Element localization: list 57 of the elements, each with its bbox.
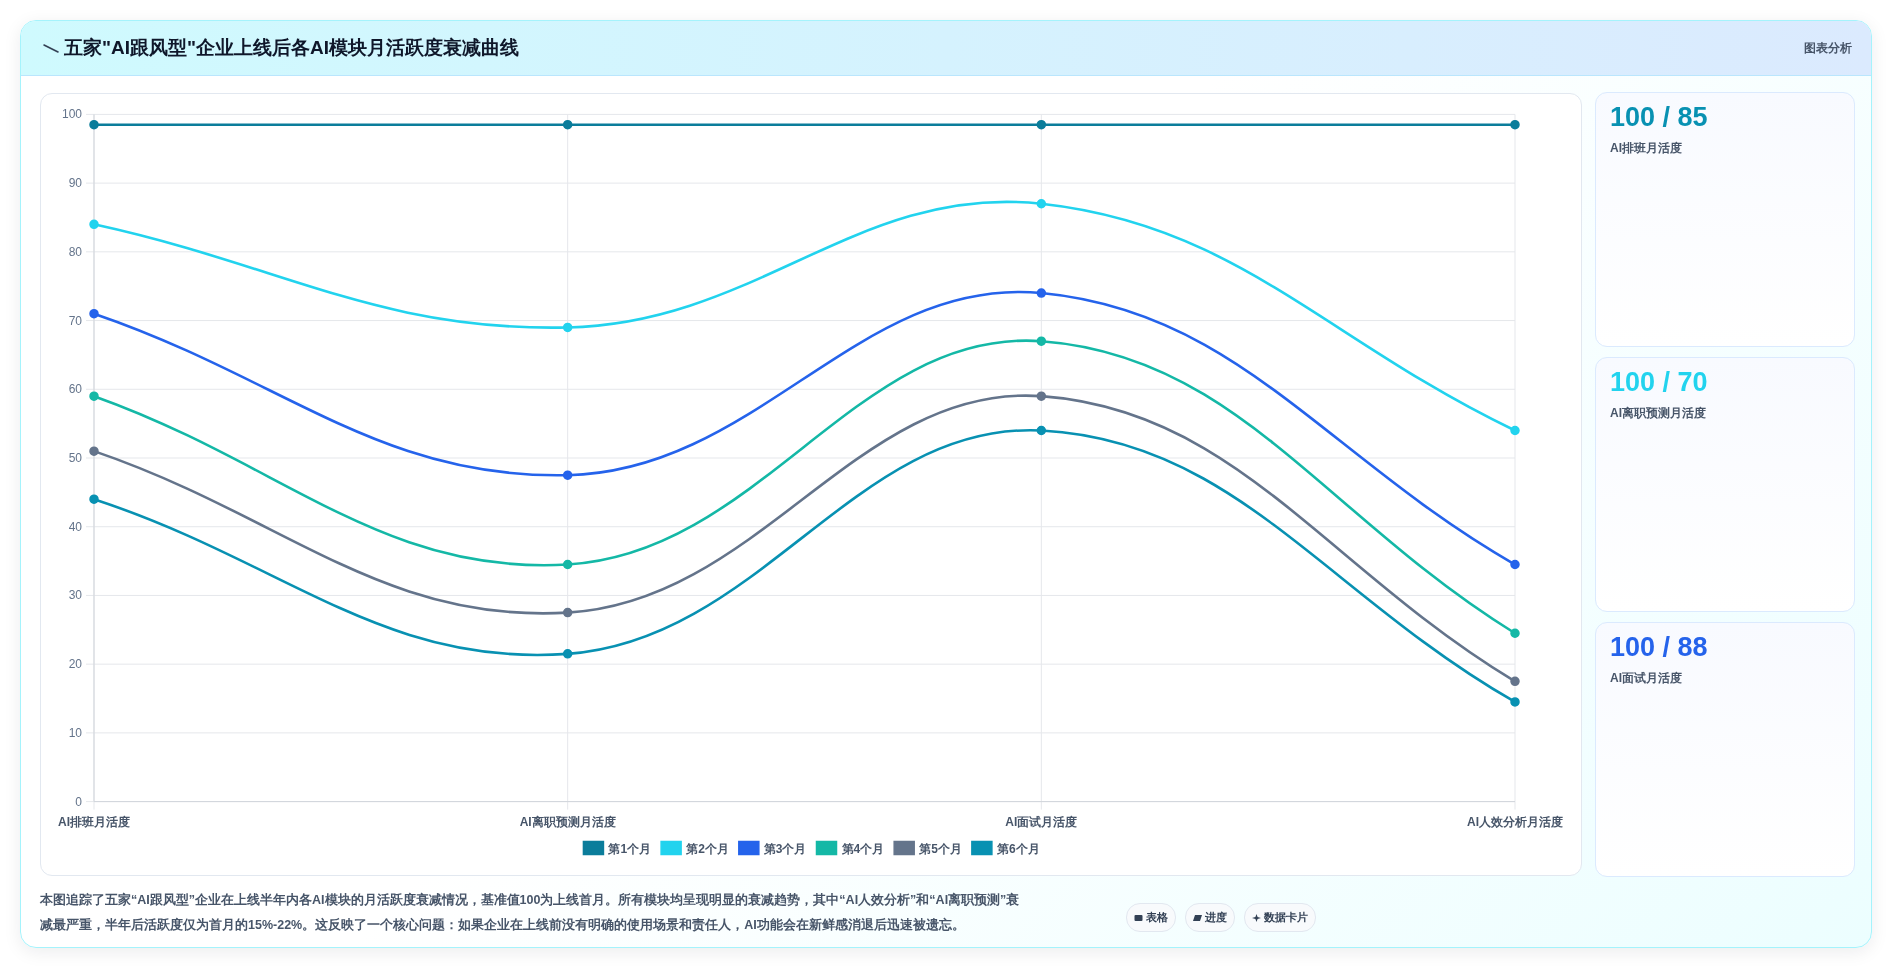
point	[562, 607, 573, 618]
legend-label: 第2个月	[685, 841, 729, 856]
point	[1036, 288, 1047, 298]
point	[1036, 391, 1047, 401]
text: 本图追踪了五家“AI跟风型”企业在上线半年内各AI模块的月活跃度衰减情况，基准值100为上线首月。所有模块均呈现明显的衰减趋势，其中“AI人效分析”和“AI离职预测”衰减最严重，半年后活跃度仅为首月的15%-22%。这反映了一个核心问题：如果企业在上线前没有明确的使用场景和责任人，AI功能会在新鲜感消退后迅速被遗忘。	[40, 891, 1021, 934]
text: 100 / 70	[1610, 367, 1708, 398]
point	[1510, 628, 1520, 638]
y-tick-label: 90	[68, 176, 83, 191]
x-tick-label: AI人效分析月活度	[1467, 814, 1563, 829]
point	[89, 446, 99, 456]
point	[562, 322, 573, 333]
text: 100 / 85	[1610, 102, 1708, 133]
point	[1036, 119, 1047, 130]
y-tick-label: 40	[68, 519, 83, 534]
y-tick-label: 20	[68, 657, 83, 672]
point	[562, 559, 573, 570]
x-tick-label: AI排班月活度	[58, 814, 130, 829]
point	[1510, 676, 1520, 687]
text: 100 / 88	[1610, 632, 1708, 663]
x-tick-label: AI离职预测月活度	[519, 814, 616, 829]
point	[89, 219, 99, 230]
y-tick-label: 0	[75, 794, 83, 809]
point	[89, 119, 99, 130]
y-tick-label: 70	[68, 313, 83, 328]
y-tick-label: 60	[68, 382, 83, 397]
point	[1036, 336, 1047, 346]
text: AI面试月活度	[1610, 670, 1682, 687]
x-tick-label: AI面试月活度	[1005, 814, 1078, 829]
point	[1036, 425, 1047, 436]
y-tick-label: 30	[68, 588, 83, 603]
chart-title: 五家"AI跟风型"企业上线后各AI模块月活跃度衰减曲线	[64, 36, 520, 60]
point	[562, 470, 573, 480]
legend-label: 第6个月	[995, 841, 1040, 856]
y-tick-label: 100	[61, 107, 83, 122]
text: 图表分析	[1804, 40, 1852, 57]
legend-label: 第3个月	[762, 841, 807, 856]
text: 数据卡片	[1264, 910, 1308, 925]
point	[89, 494, 99, 504]
point	[89, 308, 99, 319]
y-tick-label: 50	[68, 451, 83, 465]
text: AI离职预测月活度	[1610, 405, 1706, 422]
text: AI排班月活度	[1610, 140, 1682, 157]
point	[1510, 697, 1520, 707]
legend-label: 第5个月	[918, 841, 962, 856]
y-tick-label: 10	[68, 725, 83, 740]
point	[1510, 425, 1520, 436]
point	[562, 119, 573, 130]
y-tick-label: 80	[68, 244, 83, 259]
point	[1510, 559, 1520, 570]
point	[1510, 119, 1520, 130]
point	[562, 649, 573, 659]
text: 表格	[1146, 910, 1168, 925]
legend-label: 第1个月	[607, 841, 652, 856]
point	[1036, 198, 1047, 209]
text: 进度	[1205, 910, 1227, 925]
point	[89, 391, 99, 401]
legend-label: 第4个月	[840, 841, 885, 856]
